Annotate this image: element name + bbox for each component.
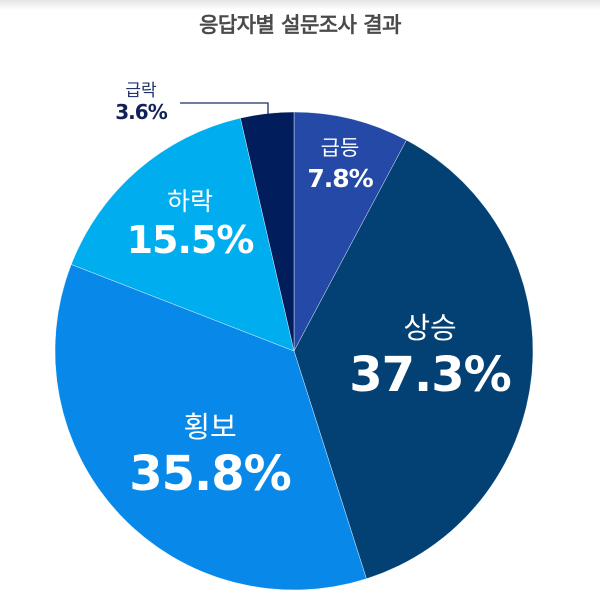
slice-label-surge: 급등 7.8% bbox=[300, 132, 380, 193]
label-value: 15.5% bbox=[126, 218, 255, 262]
pie-slice-급락 bbox=[240, 111, 295, 352]
label-name: 상승 bbox=[403, 311, 457, 345]
slice-label-fall: 하락 15.5% bbox=[115, 182, 265, 262]
chart-title: 응답자별 설문조사 결과 bbox=[199, 13, 401, 37]
label-value: 3.6% bbox=[115, 100, 167, 124]
slice-label-rise: 상승 37.3% bbox=[330, 305, 530, 403]
slice-label-flat: 횡보 35.8% bbox=[110, 404, 310, 502]
label-name: 급락 bbox=[125, 81, 157, 101]
slice-label-plunge: 급락 3.6% bbox=[96, 76, 186, 124]
label-name: 급등 bbox=[320, 136, 360, 160]
label-value: 35.8% bbox=[129, 446, 292, 502]
label-value: 7.8% bbox=[307, 164, 373, 193]
pie-slice-횡보 bbox=[54, 264, 367, 591]
pie-slice-하락 bbox=[70, 117, 295, 352]
label-value: 37.3% bbox=[349, 347, 512, 403]
label-name: 횡보 bbox=[183, 410, 237, 444]
label-name: 하락 bbox=[166, 187, 213, 216]
top-shadow bbox=[0, 0, 600, 10]
pie-slice-급등 bbox=[293, 111, 407, 352]
plunge-leader-line bbox=[180, 102, 269, 114]
